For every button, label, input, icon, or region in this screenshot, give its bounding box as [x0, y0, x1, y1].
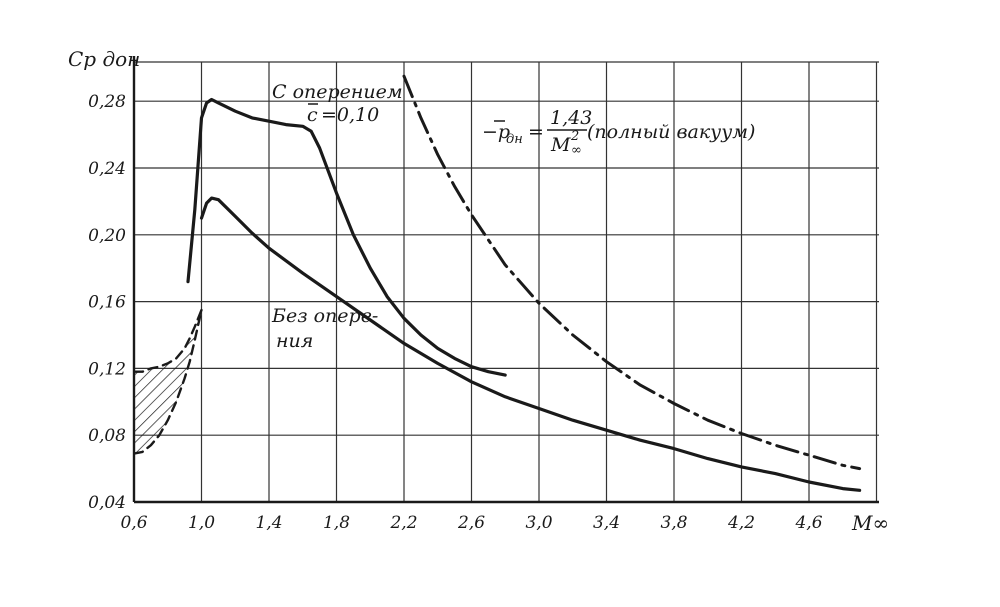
series-line-2 [199, 196, 862, 492]
x-tick-label: 3,8 [660, 513, 687, 533]
x-tick-label: 4,2 [727, 513, 755, 533]
x-tick-label: 1,4 [255, 513, 282, 533]
series-line-4 [134, 308, 203, 373]
series-line-5 [134, 308, 203, 455]
y-tick-label: 0,24 [88, 159, 126, 179]
hatched-region [134, 309, 202, 454]
x-tick-label: 0,6 [120, 513, 147, 533]
x-tick-label: 2,6 [457, 513, 485, 533]
annotation-with-tail: С оперением c =0,10 [272, 81, 403, 126]
y-tick-label: 0,16 [88, 293, 126, 313]
annotation-vacuum-num: 1,43 [550, 107, 592, 129]
x-tick-label: 2,2 [389, 513, 417, 533]
y-tick-label: 0,28 [88, 92, 126, 112]
series-line-3 [402, 74, 862, 471]
annotation-vacuum-den-sub: ∞ [571, 143, 582, 158]
series-line-1 [186, 97, 507, 377]
y-tick-label: 0,12 [88, 359, 126, 379]
annotation-vacuum-prefix: −p [482, 121, 510, 143]
annotation-vacuum-den: M [550, 134, 571, 156]
y-tick-labels: 0,04 0,08 0,12 0,16 0,20 0,24 0,28 [88, 92, 126, 513]
x-tick-label: 3,0 [525, 513, 552, 533]
annotation-vacuum: −p дн = 1,43 M 2 ∞ (полный вакуум) [482, 107, 755, 158]
y-axis-label: Cp дон [68, 47, 140, 71]
axes [132, 56, 879, 504]
annotation-no-tail-line1: Без опере- [271, 305, 378, 327]
x-axis-label: M∞ [851, 511, 889, 535]
annotation-with-tail-line1: С оперением [272, 81, 403, 103]
annotation-vacuum-eq: = [528, 121, 544, 143]
annotation-no-tail: Без опере- ния [271, 305, 378, 352]
annotation-vacuum-sub: дн [506, 132, 523, 147]
x-tick-label: 3,4 [593, 513, 620, 533]
annotation-vacuum-suffix: (полный вакуум) [587, 121, 755, 143]
annotation-no-tail-line2: ния [276, 330, 313, 352]
x-tick-label: 4,6 [794, 513, 822, 533]
x-tick-label: 1,8 [323, 513, 350, 533]
x-tick-label: 1,0 [188, 513, 215, 533]
annotation-vacuum-den-sup: 2 [570, 129, 579, 144]
y-tick-label: 0,20 [88, 226, 126, 246]
y-tick-label: 0,08 [88, 426, 126, 446]
annotation-with-tail-c: c [307, 104, 318, 126]
x-tick-labels: 0,6 1,0 1,4 1,8 2,2 2,6 3,0 3,4 3,8 4,2 4,6 [120, 513, 822, 533]
annotation-with-tail-line2: =0,10 [321, 104, 379, 126]
y-tick-label: 0,04 [88, 493, 126, 513]
series-layer [134, 74, 862, 492]
